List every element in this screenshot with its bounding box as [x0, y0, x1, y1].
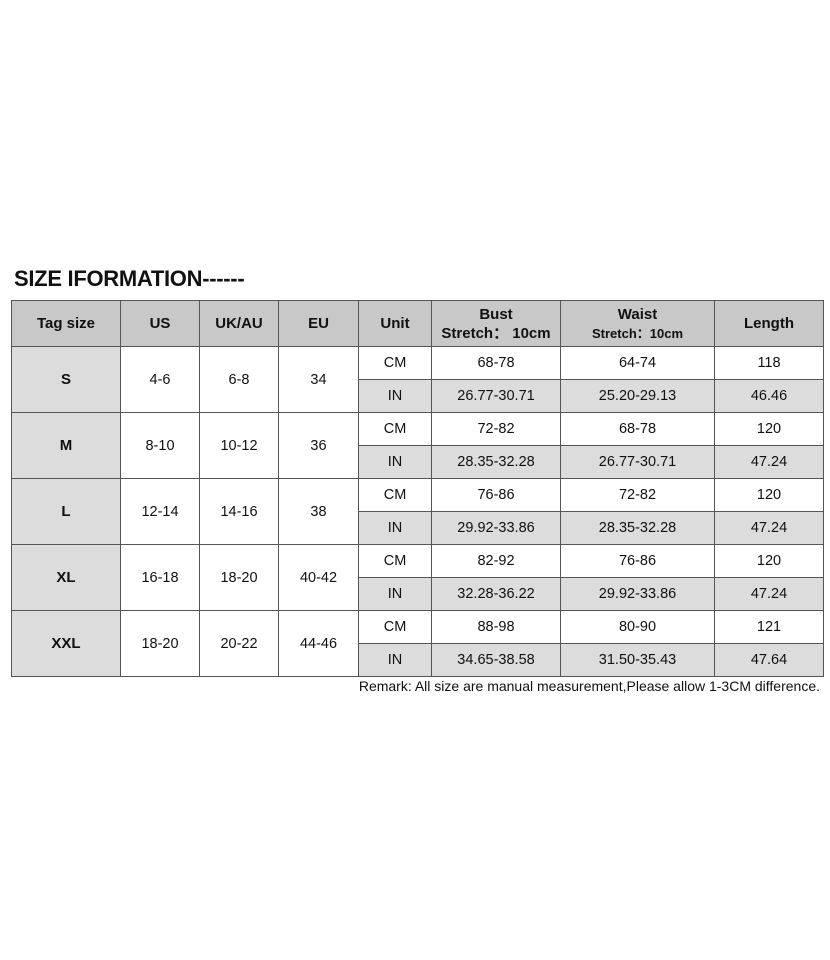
- us-cell: 18-20: [120, 610, 200, 677]
- bust-cell: 72-82: [431, 412, 561, 446]
- bust-cell: 76-86: [431, 478, 561, 512]
- table-row: S 4-6 6-8 34 CM 68-78 64-74 118: [11, 346, 824, 413]
- bust-cell: 28.35-32.28: [431, 445, 561, 479]
- uk-au-cell: 10-12: [199, 412, 279, 479]
- uk-au-cell: 6-8: [199, 346, 279, 413]
- eu-cell: 36: [278, 412, 359, 479]
- unit-cell: IN: [358, 445, 432, 479]
- us-cell: 8-10: [120, 412, 200, 479]
- length-cell: 121: [714, 610, 824, 644]
- us-cell: 4-6: [120, 346, 200, 413]
- length-cell: 47.24: [714, 511, 824, 545]
- waist-cell: 26.77-30.71: [560, 445, 715, 479]
- table-row: IN 32.28-36.22 29.92-33.86 47.24: [12, 577, 824, 611]
- uk-au-cell: 14-16: [199, 478, 279, 545]
- table-row: IN 26.77-30.71 25.20-29.13 46.46: [12, 379, 824, 413]
- bust-cell: 29.92-33.86: [431, 511, 561, 545]
- uk-au-cell: 20-22: [199, 610, 279, 677]
- bust-cell: 88-98: [431, 610, 561, 644]
- length-cell: 120: [714, 412, 824, 446]
- unit-cell: CM: [358, 412, 432, 446]
- bust-cell: 32.28-36.22: [431, 577, 561, 611]
- waist-stretch: Stretch：10cm: [591, 325, 684, 341]
- header-length: Length: [714, 300, 824, 347]
- tag-size-cell: XL: [11, 544, 121, 611]
- length-cell: 46.46: [714, 379, 824, 413]
- length-cell: 120: [714, 478, 824, 512]
- unit-cell: CM: [358, 346, 432, 380]
- waist-cell: 68-78: [560, 412, 715, 446]
- header-tag-size: Tag size: [11, 300, 121, 347]
- tag-size-cell: L: [11, 478, 121, 545]
- length-cell: 47.24: [714, 445, 824, 479]
- bust-label: Bust: [479, 305, 513, 323]
- eu-cell: 44-46: [278, 610, 359, 677]
- page-title: SIZE IFORMATION------: [14, 266, 245, 291]
- us-cell: 16-18: [120, 544, 200, 611]
- header-waist: Waist Stretch：10cm: [560, 300, 715, 347]
- waist-label: Waist: [617, 305, 658, 323]
- length-cell: 47.64: [714, 643, 824, 677]
- waist-cell: 28.35-32.28: [560, 511, 715, 545]
- waist-cell: 80-90: [560, 610, 715, 644]
- length-cell: 118: [714, 346, 824, 380]
- table-row: IN 28.35-32.28 26.77-30.71 47.24: [12, 445, 824, 479]
- bust-cell: 34.65-38.58: [431, 643, 561, 677]
- eu-cell: 38: [278, 478, 359, 545]
- waist-cell: 31.50-35.43: [560, 643, 715, 677]
- remark-note: Remark: All size are manual measurement,…: [358, 678, 820, 694]
- us-cell: 12-14: [120, 478, 200, 545]
- uk-au-cell: 18-20: [199, 544, 279, 611]
- waist-cell: 64-74: [560, 346, 715, 380]
- length-cell: 120: [714, 544, 824, 578]
- bust-stretch: Stretch： 10cm: [441, 324, 551, 342]
- waist-cell: 25.20-29.13: [560, 379, 715, 413]
- unit-cell: CM: [358, 610, 432, 644]
- table-row: IN 34.65-38.58 31.50-35.43 47.64: [12, 643, 824, 677]
- bust-cell: 82-92: [431, 544, 561, 578]
- waist-cell: 76-86: [560, 544, 715, 578]
- table-row: L 12-14 14-16 38 CM 76-86 72-82 120: [11, 478, 824, 545]
- unit-cell: IN: [358, 643, 432, 677]
- unit-cell: IN: [358, 511, 432, 545]
- tag-size-cell: M: [11, 412, 121, 479]
- bust-cell: 26.77-30.71: [431, 379, 561, 413]
- table-row: XXL 18-20 20-22 44-46 CM 88-98 80-90 121: [11, 610, 824, 677]
- table-row: M 8-10 10-12 36 CM 72-82 68-78 120: [11, 412, 824, 479]
- bust-cell: 68-78: [431, 346, 561, 380]
- tag-size-cell: S: [11, 346, 121, 413]
- header-uk-au: UK/AU: [199, 300, 279, 347]
- unit-cell: IN: [358, 379, 432, 413]
- waist-cell: 29.92-33.86: [560, 577, 715, 611]
- header-unit: Unit: [358, 300, 432, 347]
- unit-cell: CM: [358, 478, 432, 512]
- size-chart-table: Tag size US UK/AU EU Unit Bust Stretch： 1…: [11, 300, 824, 677]
- unit-cell: CM: [358, 544, 432, 578]
- tag-size-cell: XXL: [11, 610, 121, 677]
- table-row: XL 16-18 18-20 40-42 CM 82-92 76-86 120: [11, 544, 824, 611]
- header-bust: Bust Stretch： 10cm: [431, 300, 561, 347]
- eu-cell: 34: [278, 346, 359, 413]
- waist-cell: 72-82: [560, 478, 715, 512]
- header-eu: EU: [278, 300, 359, 347]
- table-row: IN 29.92-33.86 28.35-32.28 47.24: [12, 511, 824, 545]
- length-cell: 47.24: [714, 577, 824, 611]
- header-us: US: [120, 300, 200, 347]
- eu-cell: 40-42: [278, 544, 359, 611]
- header-row: Tag size US UK/AU EU Unit Bust Stretch： 1…: [11, 300, 824, 347]
- unit-cell: IN: [358, 577, 432, 611]
